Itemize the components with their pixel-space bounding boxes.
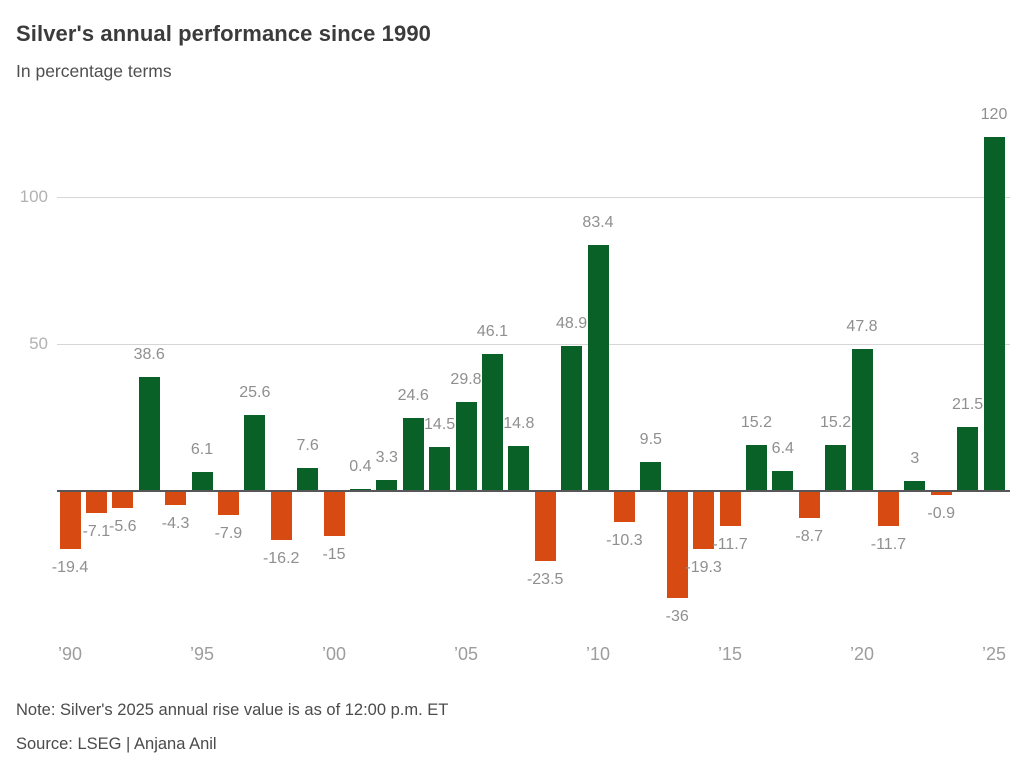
bar-value-label-2010: 83.4 [582, 213, 614, 231]
bar-2017 [772, 471, 794, 490]
bar-value-label-2020: 47.8 [846, 318, 878, 336]
bar-2002 [376, 480, 398, 490]
bar-value-label-1991: -7.1 [82, 522, 111, 540]
bar-value-label-2019: 15.2 [820, 414, 852, 432]
bar-value-label-2024: 21.5 [952, 395, 984, 413]
bar-2025 [983, 137, 1005, 490]
bar-value-label-2014: -19.3 [685, 558, 722, 576]
bar-value-label-1999: 7.6 [296, 436, 319, 454]
bar-value-label-2003: 24.6 [397, 386, 429, 404]
bar-2018 [798, 492, 820, 518]
x-axis-zero-line [57, 490, 1010, 492]
bar-value-label-2002: 3.3 [375, 449, 398, 467]
bar-1997 [244, 414, 266, 490]
bar-2011 [613, 492, 635, 523]
grid-line-100 [57, 197, 1010, 198]
bar-2019 [825, 445, 847, 490]
bar-1995 [191, 472, 213, 490]
bar-2007 [508, 446, 530, 490]
bar-value-label-1996: -7.9 [214, 525, 243, 543]
bar-value-label-2018: -8.7 [795, 527, 823, 545]
x-axis-tick-label-2015: ’15 [717, 644, 743, 664]
y-axis-tick-label-50: 50 [29, 334, 48, 353]
bar-2001 [349, 488, 371, 490]
bar-value-label-1993: 38.6 [133, 345, 165, 363]
y-axis-tick-label-100: 100 [19, 187, 48, 206]
bar-2024 [957, 426, 979, 490]
bar-1994 [165, 492, 187, 505]
x-axis-tick-label-2020: ’20 [849, 644, 875, 664]
grid-line-50 [57, 344, 1010, 345]
bar-2005 [455, 402, 477, 490]
bar-value-label-2023: -0.9 [927, 504, 955, 522]
bar-2004 [429, 447, 451, 490]
bar-1990 [59, 492, 81, 550]
bar-value-label-1995: 6.1 [190, 441, 214, 459]
bar-value-label-2007: 14.8 [503, 415, 535, 433]
bar-value-label-2015: -11.7 [712, 536, 748, 554]
bar-value-label-1992: -5.6 [109, 518, 137, 536]
bar-1991 [85, 492, 107, 513]
chart-title: Silver's annual performance since 1990 [16, 21, 432, 46]
bar-value-label-2017: 6.4 [771, 440, 794, 458]
bar-2008 [534, 492, 556, 562]
bar-1996 [217, 492, 239, 516]
bar-1999 [297, 467, 319, 490]
bar-2020 [851, 349, 873, 490]
bar-2022 [904, 481, 926, 490]
bar-2009 [561, 346, 583, 490]
bar-value-label-2011: -10.3 [606, 532, 643, 550]
bar-value-label-2000: -15 [322, 546, 346, 564]
bar-1993 [138, 376, 160, 490]
bar-value-label-2022: 3 [910, 450, 920, 468]
bar-value-label-2009: 48.9 [556, 315, 588, 333]
chart-source: Source: LSEG | Anjana Anil [16, 735, 217, 753]
bar-value-label-2001: 0.4 [349, 457, 372, 475]
bar-2012 [640, 462, 662, 490]
bar-value-label-2006: 46.1 [476, 323, 508, 341]
x-axis-tick-label-2025: ’25 [981, 644, 1007, 664]
bar-value-label-2008: -23.5 [526, 571, 564, 589]
chart-note: Note: Silver's 2025 annual rise value is… [16, 701, 449, 719]
bar-2021 [877, 492, 899, 527]
bar-2010 [587, 244, 609, 490]
bar-2015 [719, 492, 741, 527]
bar-1998 [270, 492, 292, 540]
bar-value-label-2004: 14.5 [424, 416, 456, 434]
bar-2023 [930, 492, 952, 495]
bar-1992 [112, 492, 134, 509]
bar-value-label-2012: 9.5 [639, 431, 662, 449]
bar-value-label-2025: 120 [980, 106, 1008, 124]
bar-value-label-1990: -19.4 [51, 559, 89, 577]
bar-value-label-1997: 25.6 [239, 383, 271, 401]
bar-value-label-2016: 15.2 [740, 414, 772, 432]
bar-2003 [402, 417, 424, 490]
bar-value-label-2005: 29.8 [450, 371, 482, 389]
bar-value-label-2021: -11.7 [870, 536, 907, 554]
bar-value-label-2013: -36 [665, 607, 689, 625]
bar-2006 [481, 354, 503, 490]
bar-value-label-1998: -16.2 [262, 549, 300, 567]
bar-2000 [323, 492, 345, 537]
x-axis-tick-label-1995: ’95 [189, 644, 215, 664]
x-axis-tick-label-2005: ’05 [453, 644, 479, 664]
bar-2013 [666, 492, 688, 598]
x-axis-tick-label-1990: ’90 [57, 644, 83, 664]
bar-value-label-1994: -4.3 [161, 514, 190, 532]
bar-2014 [693, 492, 715, 549]
chart-subtitle: In percentage terms [16, 61, 172, 81]
x-axis-tick-label-2010: ’10 [585, 644, 611, 664]
bar-2016 [745, 445, 767, 490]
x-axis-tick-label-2000: ’00 [321, 644, 347, 664]
